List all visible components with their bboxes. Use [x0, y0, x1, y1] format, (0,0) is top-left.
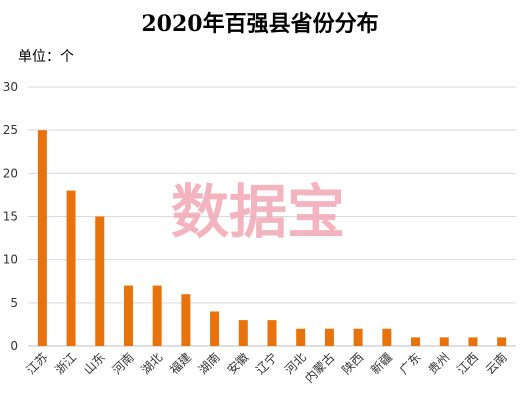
bar [497, 337, 507, 346]
x-tick-label: 福建 [166, 350, 194, 378]
bar [324, 328, 334, 346]
bar [181, 294, 191, 346]
x-tick-label: 陕西 [339, 350, 367, 378]
bar [238, 320, 248, 346]
bar [152, 285, 162, 346]
bar [353, 328, 363, 346]
y-tick-label: 25 [3, 123, 18, 137]
x-tick-label: 河南 [109, 350, 137, 378]
bar [95, 216, 105, 346]
bar [411, 337, 421, 346]
watermark: 数据宝 [171, 178, 345, 246]
y-tick-label: 5 [10, 296, 18, 310]
x-tick-label: 湖北 [138, 350, 166, 378]
y-tick-labels: 0 5 10 15 20 25 30 [3, 80, 18, 353]
y-tick-label: 30 [3, 80, 18, 94]
chart-title: 2020年百强县省份分布 [141, 11, 379, 37]
x-tick-label: 云南 [482, 350, 510, 378]
bar [66, 190, 76, 346]
y-tick-label: 0 [10, 339, 18, 353]
bar [123, 285, 133, 346]
bar [382, 328, 392, 346]
bar [267, 320, 277, 346]
x-tick-label: 内蒙古 [301, 350, 337, 386]
bars [37, 130, 507, 346]
x-tick-label: 山东 [81, 350, 108, 377]
x-tick-label: 江西 [454, 350, 481, 377]
x-tick-label: 广东 [397, 350, 424, 377]
unit-label: 单位：个 [18, 49, 74, 65]
bar [37, 130, 47, 346]
bar [210, 311, 220, 346]
x-tick-label: 湖南 [195, 350, 223, 378]
bar [439, 337, 449, 346]
y-tick-label: 15 [3, 210, 18, 224]
x-tick-label: 新疆 [367, 350, 395, 378]
bar [468, 337, 478, 346]
y-tick-label: 10 [3, 253, 18, 267]
x-tick-label: 辽宁 [253, 350, 281, 378]
x-tick-label: 江苏 [24, 350, 51, 377]
x-tick-label: 贵州 [425, 350, 452, 377]
x-tick-label: 浙江 [52, 350, 79, 377]
bar [296, 328, 306, 346]
y-tick-label: 20 [3, 166, 18, 180]
x-tick-label: 安徽 [224, 350, 252, 378]
